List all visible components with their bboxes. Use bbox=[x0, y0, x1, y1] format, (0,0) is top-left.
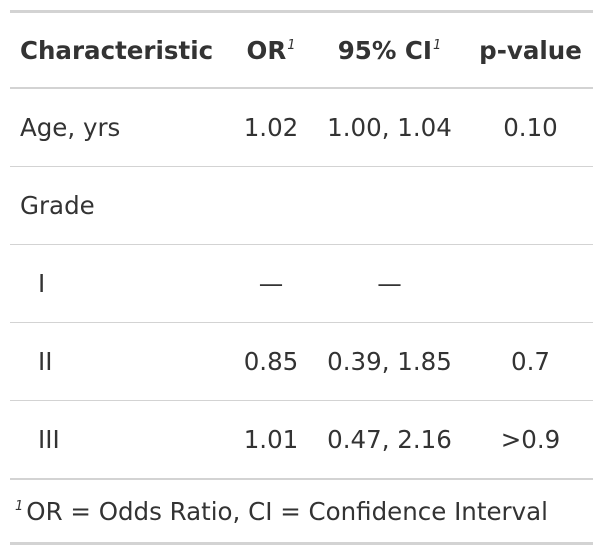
cell-ci: 0.47, 2.16 bbox=[311, 400, 468, 480]
table-row: Grade bbox=[10, 166, 593, 245]
table-row: III 1.01 0.47, 2.16 >0.9 bbox=[10, 400, 593, 480]
cell-or bbox=[231, 166, 311, 245]
cell-ci: 0.39, 1.85 bbox=[311, 322, 468, 401]
header-row: Characteristic OR1 95% CI1 p-value bbox=[10, 11, 593, 89]
cell-pvalue: 0.10 bbox=[468, 88, 593, 167]
footnote-text: OR = Odds Ratio, CI = Confidence Interva… bbox=[26, 496, 548, 526]
row-label: III bbox=[10, 400, 231, 480]
cell-pvalue bbox=[468, 244, 593, 323]
cell-pvalue: 0.7 bbox=[468, 322, 593, 401]
table-row: Age, yrs 1.02 1.00, 1.04 0.10 bbox=[10, 88, 593, 167]
table-body: Age, yrs 1.02 1.00, 1.04 0.10 Grade I — … bbox=[10, 88, 593, 480]
cell-ci: — bbox=[311, 244, 468, 323]
cell-or: 1.02 bbox=[231, 88, 311, 167]
header-pvalue: p-value bbox=[468, 11, 593, 89]
regression-table-container: Characteristic OR1 95% CI1 p-value Age, … bbox=[10, 10, 593, 545]
table-row: I — — bbox=[10, 244, 593, 323]
footnote-row: 1 OR = Odds Ratio, CI = Confidence Interv… bbox=[10, 479, 593, 545]
table-row: II 0.85 0.39, 1.85 0.7 bbox=[10, 322, 593, 401]
footnote-marker: 1 bbox=[433, 37, 442, 53]
footnote-marker: 1 bbox=[287, 37, 296, 53]
cell-pvalue: >0.9 bbox=[468, 400, 593, 480]
regression-table: Characteristic OR1 95% CI1 p-value Age, … bbox=[10, 10, 593, 545]
header-characteristic: Characteristic bbox=[10, 11, 231, 89]
row-label: Age, yrs bbox=[10, 88, 231, 167]
cell-pvalue bbox=[468, 166, 593, 245]
row-label: II bbox=[10, 322, 231, 401]
cell-or: — bbox=[231, 244, 311, 323]
row-label: I bbox=[10, 244, 231, 323]
cell-or: 1.01 bbox=[231, 400, 311, 480]
cell-or: 0.85 bbox=[231, 322, 311, 401]
header-ci: 95% CI1 bbox=[311, 11, 468, 89]
cell-ci bbox=[311, 166, 468, 245]
header-or: OR1 bbox=[231, 11, 311, 89]
table-header: Characteristic OR1 95% CI1 p-value bbox=[10, 11, 593, 89]
footnote: 1 OR = Odds Ratio, CI = Confidence Interv… bbox=[10, 479, 593, 545]
table-footer: 1 OR = Odds Ratio, CI = Confidence Interv… bbox=[10, 479, 593, 545]
cell-ci: 1.00, 1.04 bbox=[311, 88, 468, 167]
footnote-marker: 1 bbox=[15, 498, 24, 514]
row-label: Grade bbox=[10, 166, 231, 245]
